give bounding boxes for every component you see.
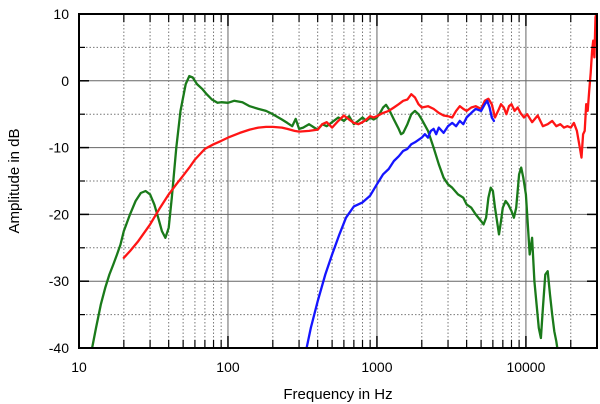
y-tick-label: -10 xyxy=(49,140,69,156)
y-tick-label: 0 xyxy=(61,73,69,89)
x-axis-title: Frequency in Hz xyxy=(283,386,392,403)
series-line-1 xyxy=(90,74,559,348)
y-tick-label: -30 xyxy=(49,273,69,289)
y-tick-label: 10 xyxy=(53,6,69,22)
series-line-3 xyxy=(305,99,496,348)
x-tick-label: 10 xyxy=(71,359,87,375)
x-tick-label: 1000 xyxy=(361,359,392,375)
tick-marks xyxy=(78,13,598,349)
grid-minor xyxy=(79,14,598,348)
y-axis-title: Amplitude in dB xyxy=(6,128,23,233)
series-line-2 xyxy=(122,14,597,259)
series-layer xyxy=(90,14,597,348)
x-tick-label: 100 xyxy=(216,359,240,375)
y-tick-label: -40 xyxy=(49,340,69,356)
grid-major xyxy=(78,14,597,348)
y-tick-label: -20 xyxy=(49,206,69,222)
x-tick-label: 10000 xyxy=(506,359,545,375)
